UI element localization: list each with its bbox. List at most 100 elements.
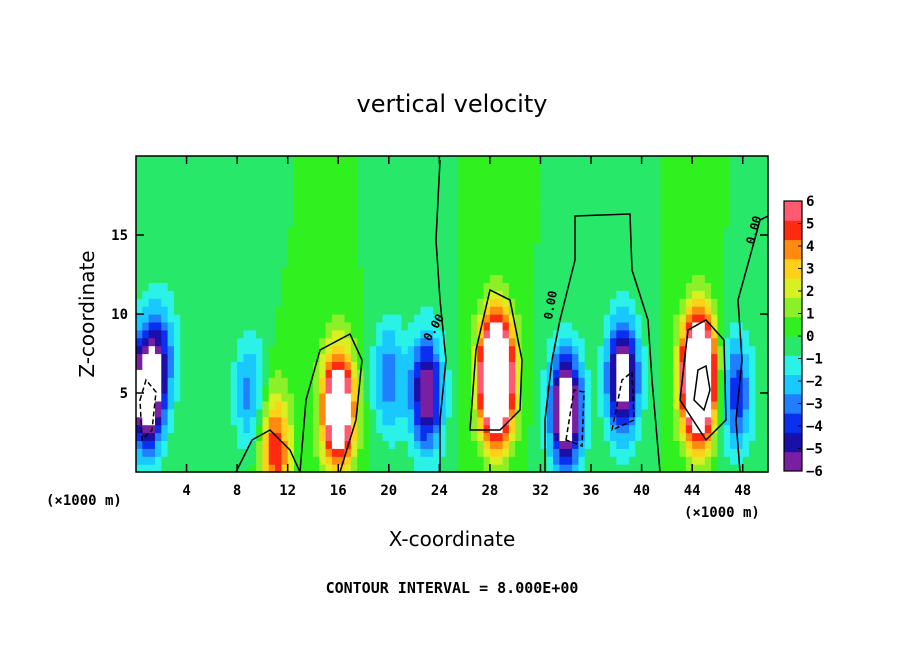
- field-cell: [515, 408, 523, 418]
- field-cell: [407, 298, 415, 307]
- field-cell: [622, 369, 630, 378]
- field-cell: [660, 219, 668, 228]
- field-cell: [445, 321, 453, 331]
- field-cell: [742, 408, 750, 418]
- field-cell: [142, 464, 150, 473]
- field-cell: [300, 464, 308, 473]
- field-cell: [489, 290, 497, 299]
- field-cell: [761, 171, 769, 181]
- field-cell: [186, 235, 194, 244]
- field-cell: [433, 195, 440, 204]
- field-cell: [477, 329, 485, 339]
- field-cell: [464, 337, 472, 347]
- field-cell: [553, 250, 561, 260]
- field-cell: [553, 377, 561, 386]
- field-cell: [717, 298, 725, 307]
- field-cell: [331, 432, 339, 441]
- field-cell: [199, 464, 207, 473]
- field-cell: [458, 393, 466, 402]
- field-cell: [559, 163, 567, 173]
- field-cell: [685, 377, 693, 386]
- field-cell: [363, 329, 371, 339]
- field-cell: [319, 156, 327, 165]
- field-cell: [388, 250, 396, 260]
- field-cell: [641, 353, 649, 362]
- field-cell: [704, 361, 712, 370]
- field-cell: [426, 163, 434, 173]
- colorbar-swatch: [784, 393, 802, 414]
- field-cell: [483, 163, 491, 173]
- field-cell: [489, 203, 497, 212]
- field-cell: [300, 156, 308, 165]
- field-cell: [306, 298, 314, 307]
- field-cell: [572, 448, 579, 457]
- field-cell: [584, 274, 592, 283]
- field-cell: [312, 187, 320, 197]
- field-cell: [205, 290, 213, 299]
- field-cell: [679, 195, 687, 204]
- field-cell: [546, 227, 554, 236]
- field-cell: [312, 345, 320, 355]
- field-cell: [173, 282, 181, 291]
- field-cell: [439, 171, 447, 181]
- field-cell: [616, 258, 624, 268]
- field-cell: [230, 353, 238, 362]
- field-cell: [142, 290, 150, 299]
- field-cell: [464, 306, 472, 315]
- field-cell: [603, 393, 611, 402]
- field-cell: [167, 195, 175, 204]
- field-cell: [420, 227, 428, 236]
- field-cell: [426, 329, 434, 339]
- field-cell: [154, 242, 162, 252]
- field-cell: [224, 258, 232, 268]
- field-cell: [275, 258, 282, 268]
- field-cell: [287, 227, 295, 236]
- field-cell: [224, 377, 232, 386]
- field-cell: [192, 156, 200, 165]
- field-cell: [388, 156, 396, 165]
- field-cell: [420, 314, 428, 323]
- field-cell: [148, 353, 156, 362]
- field-cell: [616, 306, 624, 315]
- field-cell: [420, 163, 428, 173]
- field-cell: [382, 211, 390, 220]
- x-unit-label-right: (×1000 m): [684, 505, 760, 521]
- field-cell: [470, 353, 478, 362]
- field-cell: [673, 361, 681, 370]
- field-cell: [553, 337, 561, 347]
- field-cell: [711, 456, 719, 465]
- field-cell: [199, 337, 207, 347]
- field-cell: [186, 171, 194, 181]
- field-cell: [325, 298, 333, 307]
- field-cell: [755, 306, 763, 315]
- field-cell: [230, 242, 238, 252]
- field-cell: [161, 227, 169, 236]
- field-cell: [692, 179, 700, 189]
- field-cell: [344, 385, 352, 394]
- field-cell: [578, 361, 586, 370]
- field-cell: [546, 448, 554, 457]
- field-cell: [755, 235, 763, 244]
- x-tick-label: 4: [182, 483, 190, 499]
- field-cell: [167, 440, 175, 449]
- field-cell: [256, 329, 263, 339]
- field-cell: [540, 408, 548, 418]
- field-cell: [540, 266, 548, 276]
- field-cell: [761, 456, 769, 465]
- field-cell: [496, 156, 504, 165]
- field-cell: [483, 377, 491, 386]
- field-cell: [224, 440, 232, 449]
- field-cell: [388, 353, 396, 362]
- field-cell: [755, 464, 763, 473]
- field-cell: [262, 219, 270, 228]
- field-cell: [154, 424, 162, 434]
- field-cell: [591, 266, 598, 276]
- field-cell: [635, 456, 643, 465]
- field-cell: [268, 337, 276, 347]
- field-cell: [338, 361, 346, 370]
- field-cell: [344, 361, 352, 370]
- field-cell: [331, 321, 339, 331]
- field-cell: [673, 274, 681, 283]
- field-cell: [508, 400, 516, 410]
- field-cell: [262, 345, 270, 355]
